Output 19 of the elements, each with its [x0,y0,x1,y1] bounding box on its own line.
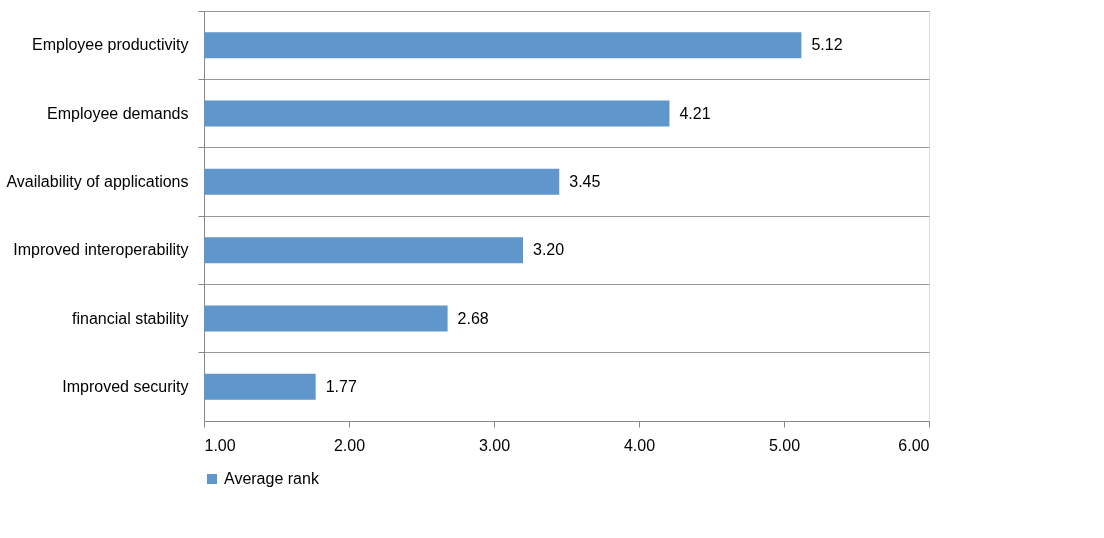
x-tick-label: 2.00 [333,436,366,454]
y-tick-label: financial stability [72,309,189,327]
y-tick-label: Improved interoperability [13,241,189,259]
y-tick-label: Employee productivity [31,36,189,54]
legend-label: Average rank [224,470,320,487]
x-tick-label: 1.00 [204,436,236,454]
text: 3.20 [533,241,565,259]
text: 5.12 [811,36,843,54]
y-tick-label: Improved security [62,377,189,395]
text: 3.45 [569,172,601,190]
y-tick-label: Employee demands [47,104,189,122]
x-tick-label: 3.00 [478,436,511,454]
x-tick-label: 5.00 [768,436,801,454]
y-tick-label: Availability of applications [6,172,189,190]
text: 1.77 [325,377,357,395]
x-tick-label: 4.00 [623,436,656,454]
text: 4.21 [679,104,711,122]
text: 2.68 [457,309,489,327]
x-tick-label: 6.00 [898,436,930,454]
